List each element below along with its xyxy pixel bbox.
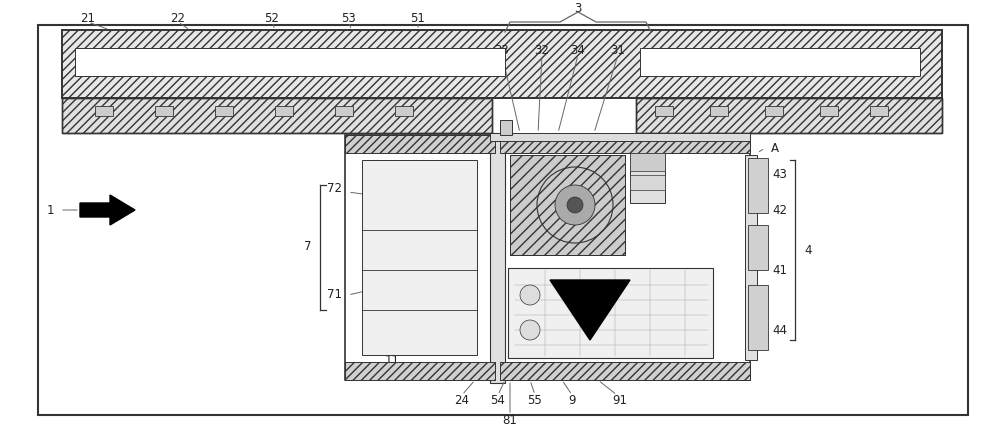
Text: 91: 91 [612, 393, 628, 406]
Bar [655, 106, 673, 116]
Bar [748, 158, 768, 213]
Bar [820, 106, 838, 116]
Bar [275, 106, 293, 116]
Bar [215, 106, 233, 116]
Bar [745, 155, 757, 360]
Bar [62, 98, 492, 133]
Bar [345, 362, 495, 380]
Bar [345, 135, 495, 380]
Text: 21: 21 [80, 11, 96, 25]
Bar [870, 106, 888, 116]
Text: A: A [771, 141, 779, 155]
Bar [62, 30, 942, 98]
Text: 31: 31 [611, 43, 625, 57]
Text: 51: 51 [411, 11, 425, 25]
Bar [362, 160, 477, 355]
Bar [510, 155, 625, 255]
Bar [490, 133, 505, 383]
Text: 32: 32 [535, 43, 549, 57]
Bar [765, 106, 783, 116]
Bar [748, 285, 768, 350]
Text: 42: 42 [772, 204, 788, 216]
Text: 54: 54 [491, 393, 505, 406]
Bar [630, 153, 665, 203]
Text: 22: 22 [170, 11, 186, 25]
Text: 33: 33 [495, 43, 509, 57]
Circle shape [520, 285, 540, 305]
Circle shape [520, 320, 540, 340]
Bar [636, 98, 942, 133]
Bar [710, 106, 728, 116]
Text: 71: 71 [328, 289, 342, 301]
Bar [490, 133, 750, 141]
Bar [500, 135, 750, 380]
Text: 1: 1 [46, 204, 54, 216]
Bar [640, 48, 920, 76]
Polygon shape [80, 195, 135, 225]
Bar [62, 30, 942, 98]
Bar [38, 25, 968, 415]
Text: 53: 53 [341, 11, 355, 25]
Bar [62, 98, 492, 133]
Text: 4: 4 [804, 244, 812, 257]
Bar [500, 135, 750, 153]
Bar [75, 48, 505, 76]
Text: 55: 55 [528, 393, 542, 406]
Bar [630, 153, 665, 171]
Text: 34: 34 [571, 43, 585, 57]
Bar [155, 106, 173, 116]
Bar [508, 268, 713, 358]
Text: 52: 52 [265, 11, 279, 25]
Text: 81: 81 [503, 413, 517, 427]
Text: 23: 23 [385, 314, 399, 326]
Text: 9: 9 [568, 393, 576, 406]
Text: 72: 72 [328, 181, 342, 194]
Bar [500, 362, 750, 380]
Bar [395, 106, 413, 116]
Text: 3: 3 [574, 1, 582, 14]
Bar [748, 225, 768, 270]
Text: 11: 11 [384, 353, 400, 367]
Text: 44: 44 [772, 324, 788, 336]
Bar [510, 155, 625, 255]
Circle shape [555, 185, 595, 225]
Text: B: B [544, 368, 552, 381]
Bar [95, 106, 113, 116]
Polygon shape [550, 280, 630, 340]
Bar [335, 106, 353, 116]
Bar [345, 135, 495, 153]
Text: 41: 41 [772, 264, 788, 276]
Text: 24: 24 [454, 393, 470, 406]
Text: 7: 7 [304, 240, 312, 254]
Bar [500, 120, 512, 135]
Bar [636, 98, 942, 133]
Text: 43: 43 [773, 169, 787, 181]
Bar [630, 175, 665, 190]
Circle shape [567, 197, 583, 213]
